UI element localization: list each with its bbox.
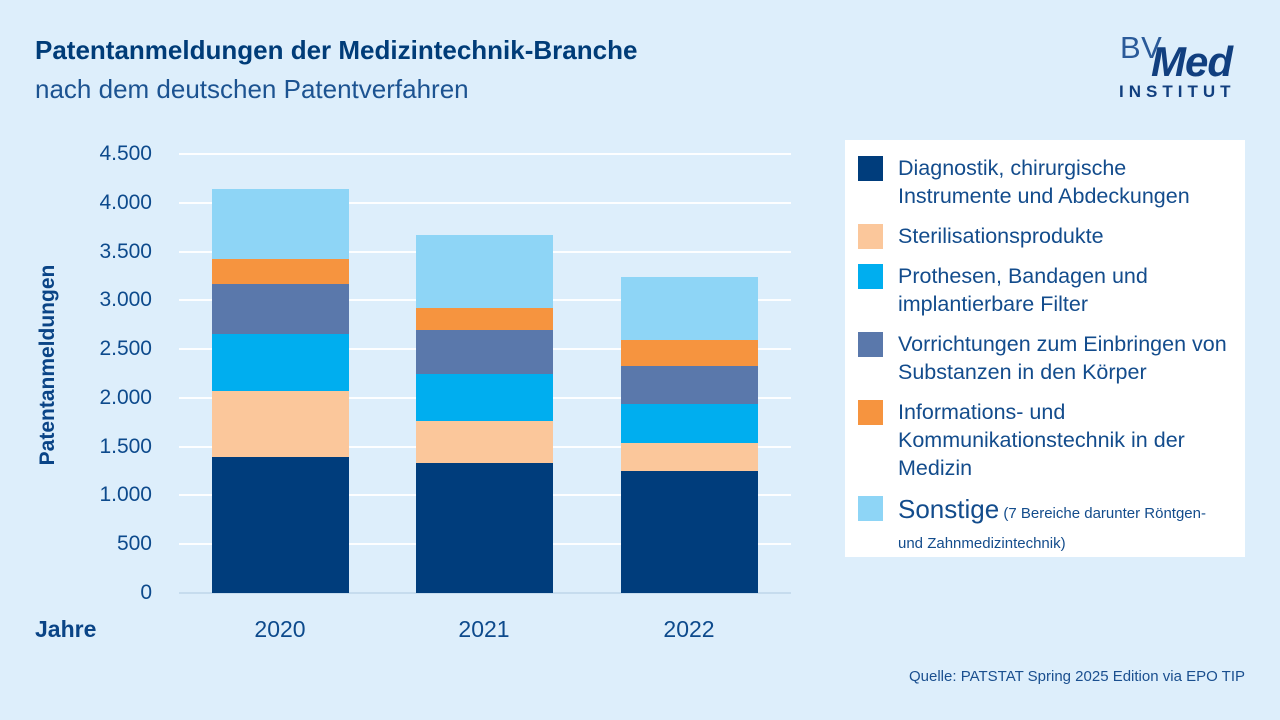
legend: Diagnostik, chirurgische Instrumente und… [845, 140, 1245, 557]
gridline [179, 153, 791, 155]
legend-swatch [858, 156, 883, 181]
legend-item: Vorrichtungen zum Einbringen von Substan… [858, 330, 1235, 386]
bar-segment [416, 234, 553, 309]
bar-segment [416, 308, 553, 331]
bar-segment [212, 457, 349, 593]
legend-label: Sterilisationsprodukte [898, 224, 1104, 248]
logo-institut-text: INSTITUT [1119, 82, 1236, 101]
bar-segment [212, 259, 349, 284]
bar-segment [416, 420, 553, 464]
page-title: Patentanmeldungen der Medizintechnik-Bra… [35, 35, 638, 65]
y-tick-label: 2.000 [99, 385, 152, 409]
legend-label: Sonstige (7 Bereiche darunter Röntgen- u… [898, 494, 1206, 552]
y-tick-label: 0 [140, 581, 152, 604]
bar-segment [416, 374, 553, 421]
legend-swatch [858, 400, 883, 425]
bar-segment [416, 330, 553, 375]
x-tick-label: 2020 [254, 616, 306, 642]
x-axis-title: Jahre [35, 616, 97, 642]
logo-bv-text: BV [1120, 30, 1163, 65]
bar-segment [416, 463, 553, 593]
header: Patentanmeldungen der Medizintechnik-Bra… [35, 30, 637, 108]
legend-item: Informations- und Kommunikationstechnik … [858, 398, 1235, 482]
bar-segment [621, 471, 758, 593]
bar-segment [212, 283, 349, 334]
gridline [179, 201, 791, 204]
legend-label: Diagnostik, chirurgische Instrumente und… [898, 156, 1190, 208]
legend-item: Sterilisationsprodukte [858, 222, 1235, 250]
y-tick-label: 500 [116, 532, 152, 556]
bar-segment [621, 366, 758, 405]
legend-label: Vorrichtungen zum Einbringen von Substan… [898, 332, 1227, 384]
x-tick-label: 2021 [458, 616, 510, 642]
bar-segment [621, 443, 758, 472]
y-tick-label: 3.500 [99, 239, 152, 263]
bar-segment [212, 333, 349, 392]
bar-segment [621, 404, 758, 444]
bar-segment [621, 339, 758, 367]
bar-segment [212, 391, 349, 458]
y-tick-label: 2.500 [99, 337, 152, 361]
legend-label: Prothesen, Bandagen und implantierbare F… [898, 264, 1148, 316]
legend-label: Informations- und Kommunikationstechnik … [898, 400, 1185, 480]
y-tick-label: 3.000 [99, 288, 152, 312]
legend-swatch [858, 224, 883, 249]
y-axis-title: Patentanmeldungen [36, 264, 59, 466]
legend-item: Prothesen, Bandagen und implantierbare F… [858, 262, 1235, 318]
logo-med-text: Med [1151, 38, 1233, 85]
y-tick-label: 1.000 [99, 483, 152, 507]
x-tick-label: 2022 [663, 616, 715, 642]
y-tick-label: 4.000 [99, 190, 152, 214]
legend-note: (7 Bereiche darunter Röntgen- und Zahnme… [898, 505, 1206, 552]
gridline [179, 592, 791, 594]
y-tick-label: 1.500 [99, 434, 152, 458]
legend-swatch [858, 332, 883, 357]
page-subtitle: nach dem deutschen Patentverfahren [35, 74, 469, 104]
legend-swatch [858, 496, 883, 521]
legend-item: Diagnostik, chirurgische Instrumente und… [858, 154, 1235, 210]
bvmed-logo: BV Med INSTITUT [1117, 30, 1252, 105]
legend-swatch [858, 264, 883, 289]
legend-item: Sonstige (7 Bereiche darunter Röntgen- u… [858, 494, 1235, 554]
source-note: Quelle: PATSTAT Spring 2025 Edition via … [909, 668, 1245, 685]
bar-segment [621, 277, 758, 340]
bar-segment [212, 188, 349, 260]
y-tick-label: 4.500 [99, 142, 152, 165]
